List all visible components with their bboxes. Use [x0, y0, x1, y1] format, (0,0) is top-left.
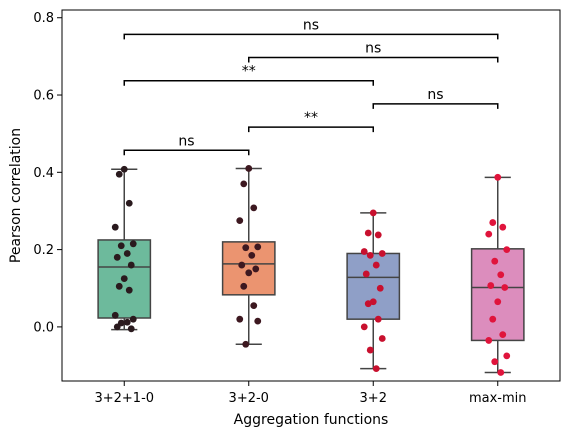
data-point: [248, 252, 256, 259]
plot-frame: [61, 9, 561, 382]
y-tick-label: 0.4: [33, 166, 54, 181]
data-point: [489, 219, 497, 226]
x-tick-label: 3+2-0: [229, 391, 269, 406]
data-point: [120, 275, 128, 282]
data-point: [250, 302, 258, 310]
data-point: [366, 252, 374, 259]
significance-label: ns: [303, 17, 319, 33]
significance-bracket: [372, 103, 499, 109]
data-point: [494, 298, 502, 306]
data-point: [240, 282, 248, 290]
data-point: [503, 352, 511, 360]
data-point: [376, 284, 384, 292]
data-point: [127, 325, 135, 333]
y-tick-label: 0.8: [33, 11, 54, 26]
data-point: [123, 250, 131, 257]
significance-label: **: [242, 64, 256, 80]
data-point: [374, 231, 382, 239]
significance-bracket: [248, 126, 374, 133]
data-point: [372, 261, 380, 269]
data-point: [115, 282, 123, 290]
data-point: [499, 223, 507, 231]
x-axis-label: Aggregation functions: [234, 412, 389, 428]
data-point: [491, 257, 499, 265]
data-point: [485, 337, 493, 344]
data-point: [372, 365, 380, 373]
x-tick-label: 3+2: [360, 391, 387, 406]
data-point: [494, 173, 502, 181]
data-point: [252, 265, 260, 273]
data-point: [378, 250, 386, 257]
data-point: [497, 271, 505, 279]
data-point: [489, 315, 497, 323]
significance-bracket: [123, 33, 499, 40]
data-point: [113, 323, 121, 331]
y-tick-label: 0.2: [33, 243, 54, 258]
data-point: [501, 284, 509, 291]
data-point: [378, 335, 386, 342]
significance-label: ns: [365, 41, 381, 57]
data-point: [364, 300, 372, 308]
x-tick-label: 3+2+1-0: [94, 391, 154, 406]
significance-label: **: [304, 110, 318, 126]
data-point: [360, 248, 368, 255]
significance-label: ns: [427, 87, 443, 103]
significance-bracket: [123, 149, 250, 156]
data-point: [127, 261, 135, 269]
data-point: [113, 253, 121, 261]
data-point: [250, 204, 258, 212]
data-point: [238, 261, 246, 269]
data-point: [236, 315, 244, 323]
data-point: [485, 230, 493, 238]
box-3+2: [346, 252, 401, 320]
data-point: [111, 223, 119, 231]
data-point: [499, 331, 507, 339]
y-tick-label: 0.6: [33, 89, 54, 104]
significance-bracket: [123, 79, 374, 86]
data-point: [129, 315, 137, 323]
data-point: [115, 170, 123, 178]
y-axis-label: Pearson correlation: [8, 128, 24, 263]
axes-layer: 0.0 0.2 0.4 0.6 0.8 3+2+1-0 3+2-0 3+2 max-min: [33, 11, 526, 406]
box-3+2-0: [221, 241, 276, 296]
data-point: [123, 318, 131, 326]
data-point: [117, 242, 125, 250]
y-tick-label: 0.0: [33, 320, 54, 335]
significance-label: ns: [178, 133, 194, 149]
data-point: [254, 317, 262, 325]
data-point: [360, 323, 368, 331]
data-point: [236, 217, 244, 225]
data-point: [497, 369, 505, 376]
data-point: [125, 199, 133, 207]
x-tick-label: max-min: [469, 391, 527, 406]
data-point: [242, 340, 250, 348]
data-point: [362, 270, 370, 278]
points-layer: [111, 165, 511, 376]
significance-bracket: [248, 56, 499, 63]
data-point: [242, 244, 250, 252]
significance-layer: ns ns ** ns ** ns: [123, 17, 499, 156]
data-point: [369, 209, 377, 217]
box-max-min: [470, 248, 525, 342]
data-point: [366, 346, 374, 354]
data-point: [491, 358, 499, 366]
data-point: [374, 315, 382, 323]
data-point: [364, 229, 372, 237]
data-point: [245, 269, 253, 277]
boxes-layer: [97, 167, 525, 374]
data-point: [125, 286, 133, 294]
data-point: [254, 243, 262, 251]
data-point: [245, 165, 253, 172]
data-point: [129, 240, 137, 248]
data-point: [111, 311, 119, 319]
data-point: [240, 180, 248, 188]
data-point: [120, 165, 128, 173]
data-point: [503, 246, 511, 254]
data-point: [487, 282, 495, 289]
